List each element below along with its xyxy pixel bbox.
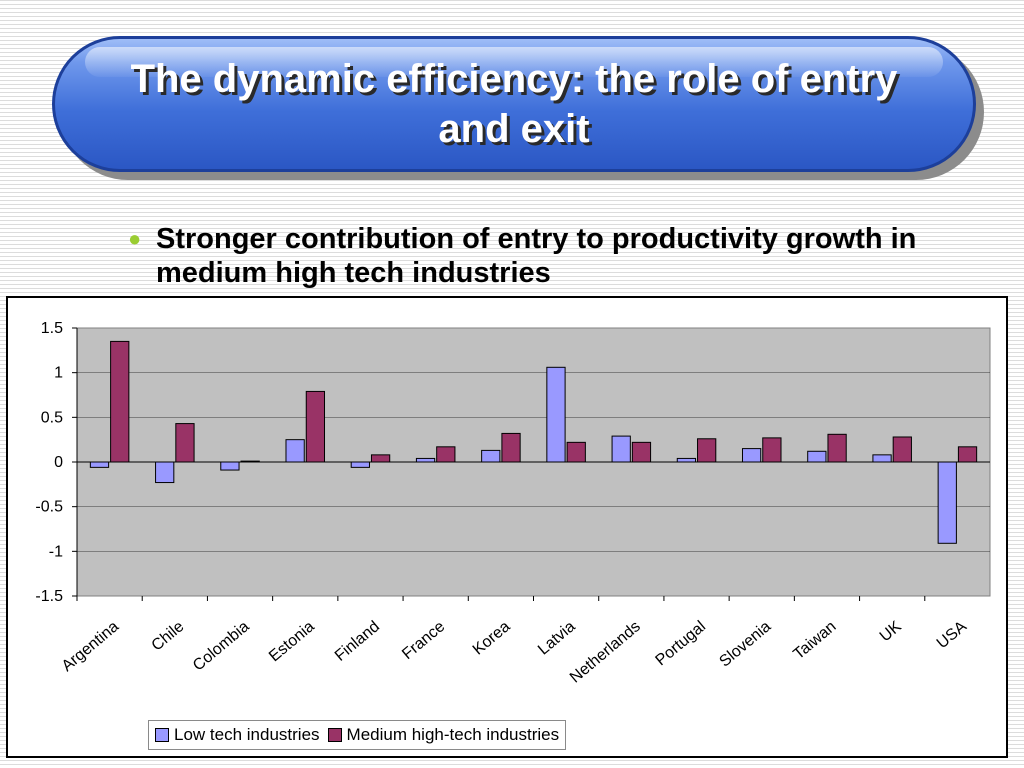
- x-tick-label: UK: [877, 618, 905, 646]
- y-tick-label: 1: [54, 365, 63, 382]
- bar-medium-high-tech-argentina: [110, 340, 130, 463]
- bullet-point: ● Stronger contribution of entry to prod…: [128, 222, 1018, 290]
- chart-frame: 1.5 1 0.5 0 -0.5 -1 -1.5 Argentina Chile Colombia…: [6, 296, 1008, 758]
- x-tick-label: Chile: [149, 618, 188, 655]
- legend-swatch-medium-high-tech: [327, 728, 342, 742]
- bar-medium-high-tech-latvia: [566, 441, 586, 463]
- bar-low-tech-netherlands: [611, 435, 631, 463]
- bar-low-tech-uk: [872, 454, 892, 463]
- bar-low-tech-estonia: [285, 439, 305, 463]
- legend-item-low-tech: Low tech industries: [155, 725, 320, 745]
- bar-low-tech-chile: [155, 461, 175, 484]
- y-tick-label: 0: [54, 454, 63, 471]
- y-tick-label: 1.5: [41, 320, 63, 337]
- bar-medium-high-tech-france: [436, 446, 456, 463]
- legend-item-medium-high-tech: Medium high-tech industries: [327, 725, 560, 745]
- x-tick-label: Finland: [332, 618, 383, 665]
- bar-low-tech-usa: [937, 461, 957, 544]
- bar-medium-high-tech-taiwan: [827, 433, 847, 463]
- bar-medium-high-tech-korea: [501, 432, 521, 463]
- bar-medium-high-tech-estonia: [305, 390, 326, 463]
- y-tick-label: 0.5: [41, 409, 63, 426]
- x-tick-label: Korea: [470, 618, 514, 659]
- bar-medium-high-tech-finland: [370, 454, 391, 463]
- slide-title: The dynamic efficiency: the role of entr…: [130, 57, 898, 151]
- legend-swatch-low-tech: [155, 728, 169, 742]
- x-tick-label: Colombia: [190, 618, 253, 675]
- bar-low-tech-slovenia: [741, 448, 762, 463]
- bullet-text: Stronger contribution of entry to produc…: [156, 223, 917, 289]
- bar-low-tech-korea: [481, 449, 501, 463]
- bar-low-tech-colombia: [220, 461, 240, 471]
- bar-medium-high-tech-slovenia: [762, 437, 782, 463]
- bar-low-tech-latvia: [546, 366, 566, 463]
- bar-medium-high-tech-usa: [957, 446, 978, 463]
- title-banner: The dynamic efficiency: the role of entr…: [52, 36, 976, 172]
- legend-label-low-tech: Low tech industries: [174, 725, 320, 744]
- chart-legend: Low tech industries Medium high-tech ind…: [148, 720, 567, 750]
- x-tick-label: Estonia: [266, 618, 318, 665]
- x-tick-label: Taiwan: [790, 618, 839, 663]
- bar-medium-high-tech-chile: [175, 423, 195, 463]
- x-tick-label: Portugal: [653, 618, 710, 669]
- bar-medium-high-tech-colombia: [240, 460, 260, 463]
- bar-low-tech-france: [415, 457, 436, 463]
- y-tick-label: -1.5: [35, 588, 63, 605]
- bar-low-tech-finland: [350, 461, 370, 468]
- bar-low-tech-argentina: [89, 461, 110, 468]
- y-tick-label: -0.5: [35, 499, 63, 516]
- x-tick-label: USA: [934, 618, 970, 652]
- y-tick-label: -1: [49, 543, 63, 560]
- bar-low-tech-portugal: [676, 457, 697, 463]
- bar-chart: 1.5 1 0.5 0 -0.5 -1 -1.5 Argentina Chile Colombia…: [35, 320, 991, 687]
- bar-medium-high-tech-portugal: [697, 438, 717, 463]
- bar-low-tech-taiwan: [807, 450, 827, 463]
- x-tick-label: France: [399, 618, 448, 663]
- x-tick-label: Slovenia: [716, 618, 774, 671]
- legend-label-medium-high-tech: Medium high-tech industries: [346, 725, 560, 744]
- bar-medium-high-tech-netherlands: [631, 441, 652, 463]
- bar-medium-high-tech-uk: [892, 436, 912, 463]
- x-tick-label: Argentina: [59, 618, 122, 675]
- x-tick-label: Latvia: [535, 618, 579, 659]
- x-tick-label: Netherlands: [567, 618, 644, 686]
- bullet-dot-icon: ●: [128, 226, 142, 251]
